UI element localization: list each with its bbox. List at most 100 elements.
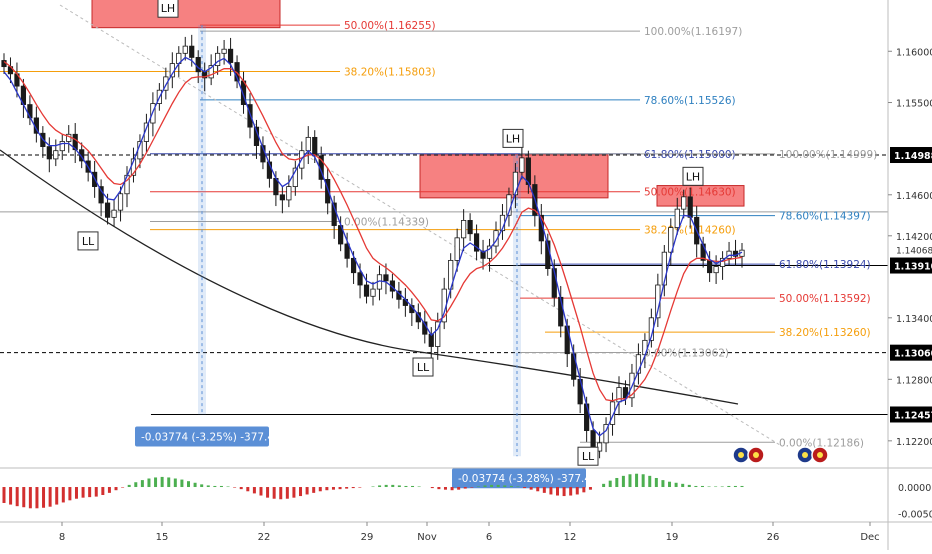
candle-body bbox=[1, 60, 7, 68]
diagonal-trendline bbox=[59, 4, 781, 446]
candle-body bbox=[564, 325, 570, 355]
candle-body bbox=[163, 76, 169, 91]
swing-labels: LH LH LH LL LL LL bbox=[77, 0, 704, 466]
euro-flag-icon-mark bbox=[738, 452, 744, 458]
candle-body bbox=[195, 57, 201, 73]
x-tick-label: Dec bbox=[860, 532, 879, 543]
candle-body bbox=[480, 250, 486, 259]
x-tick-label: Nov bbox=[417, 532, 437, 543]
swing-label: LL bbox=[582, 450, 595, 463]
swing-label: LH bbox=[161, 2, 175, 15]
us-flag-icon-mark bbox=[817, 452, 823, 458]
swing-label-box bbox=[157, 0, 179, 18]
swing-label-box bbox=[77, 231, 99, 251]
measure-label: -0.03774 (-3.28%) -377.4 bbox=[458, 473, 591, 485]
x-tick-label: 6 bbox=[486, 532, 492, 543]
euro-flag-icon-mark bbox=[802, 452, 808, 458]
candle-body bbox=[473, 233, 480, 252]
candle-body bbox=[668, 227, 674, 253]
candle-body bbox=[117, 193, 124, 211]
candle-body bbox=[461, 220, 467, 239]
candle-body bbox=[713, 266, 719, 274]
candle-body bbox=[635, 354, 642, 374]
swing-label: LH bbox=[506, 132, 520, 145]
candle-body bbox=[292, 167, 298, 187]
candle-body bbox=[312, 136, 318, 157]
measure-label-box bbox=[452, 468, 586, 489]
candle-body bbox=[707, 259, 713, 274]
price-tag-label: 1.12457 bbox=[894, 410, 932, 421]
oscillator-tick-label: -0.0050 bbox=[898, 510, 932, 521]
fib-level-label: 50.00%(1.13592) bbox=[779, 293, 871, 305]
candle-body bbox=[59, 141, 65, 152]
candle-body bbox=[687, 196, 693, 218]
x-tick-label: 12 bbox=[564, 532, 577, 543]
candle-body bbox=[681, 196, 687, 210]
candle-body bbox=[674, 208, 680, 228]
y-tick-label: 1.15500 bbox=[896, 99, 932, 110]
y-tick-label: 1.14200 bbox=[896, 232, 932, 243]
candle-body bbox=[247, 104, 253, 128]
candle-body bbox=[661, 251, 667, 286]
fib-level-label: 0.00%(1.14339) bbox=[344, 217, 429, 229]
candle-body bbox=[383, 274, 389, 282]
price-tag-label: 1.14988 bbox=[894, 151, 932, 162]
price-tag-box bbox=[890, 147, 932, 164]
candle-body bbox=[454, 237, 460, 261]
candle-body bbox=[53, 150, 59, 160]
us-flag-icon bbox=[747, 446, 765, 464]
candle-body bbox=[357, 272, 363, 286]
measure-label: -0.03774 (-3.25%) -377.4 bbox=[141, 431, 274, 443]
fib-level-label: 61.80%(1.15000) bbox=[644, 149, 736, 161]
oscillator-tick-label: 0.0000 bbox=[898, 483, 931, 494]
x-tick-label: 26 bbox=[767, 532, 780, 543]
candle-body bbox=[344, 243, 350, 259]
candle-body bbox=[467, 220, 473, 235]
candle-body bbox=[584, 403, 590, 431]
candle-body bbox=[305, 136, 311, 152]
candle-body bbox=[603, 424, 609, 444]
fib-level-label: 78.60%(1.14397) bbox=[779, 211, 871, 223]
us-flag-icon bbox=[811, 446, 829, 464]
candle-body bbox=[519, 157, 525, 173]
euro-flag-icon bbox=[796, 446, 814, 464]
candle-body bbox=[609, 401, 616, 425]
price-tag-label: 1.14068 bbox=[896, 246, 932, 256]
candle-body bbox=[325, 179, 331, 204]
candle-body bbox=[350, 257, 357, 274]
swing-label-box bbox=[502, 128, 524, 148]
price-tag-label: 1.13060 bbox=[894, 349, 932, 360]
y-tick-label: 1.14600 bbox=[896, 191, 932, 202]
fib-level-label: 100.00%(1.14999) bbox=[779, 149, 877, 161]
x-tick-label: 15 bbox=[156, 532, 169, 543]
swing-label: LL bbox=[82, 235, 95, 248]
candle-body bbox=[104, 202, 111, 218]
event-icons bbox=[732, 446, 829, 464]
candle-body bbox=[525, 157, 531, 185]
fib-level-label: 61.80%(1.13924) bbox=[779, 259, 871, 271]
candle-body bbox=[221, 48, 227, 54]
price-tags: 1.149881.1406847:541.139101.130601.12457 bbox=[890, 147, 932, 423]
ema-fast-line bbox=[3, 56, 743, 437]
measurement-tools: -0.03774 (-3.25%) -377.4 -0.03774 (-3.28%… bbox=[135, 25, 591, 489]
candle-body bbox=[46, 146, 52, 160]
x-tick-label: 22 bbox=[258, 532, 271, 543]
fib-level-label: 50.00%(1.16255) bbox=[344, 20, 436, 32]
moving-averages bbox=[3, 56, 743, 437]
candle-body bbox=[98, 186, 104, 204]
candle-body bbox=[363, 284, 370, 297]
x-tick-label: 19 bbox=[666, 532, 679, 543]
price-tag-box bbox=[890, 344, 932, 361]
supply-zone bbox=[91, 0, 281, 29]
oscillator-pane: 0.0000 -0.0050 bbox=[0, 467, 932, 521]
us-flag-icon-mark bbox=[753, 452, 759, 458]
fib-level-label: 78.60%(1.15526) bbox=[644, 95, 736, 107]
swing-label: LH bbox=[686, 170, 700, 183]
euro-flag-icon bbox=[732, 446, 750, 464]
candle-body bbox=[435, 321, 441, 347]
price-tag-box bbox=[890, 406, 932, 423]
